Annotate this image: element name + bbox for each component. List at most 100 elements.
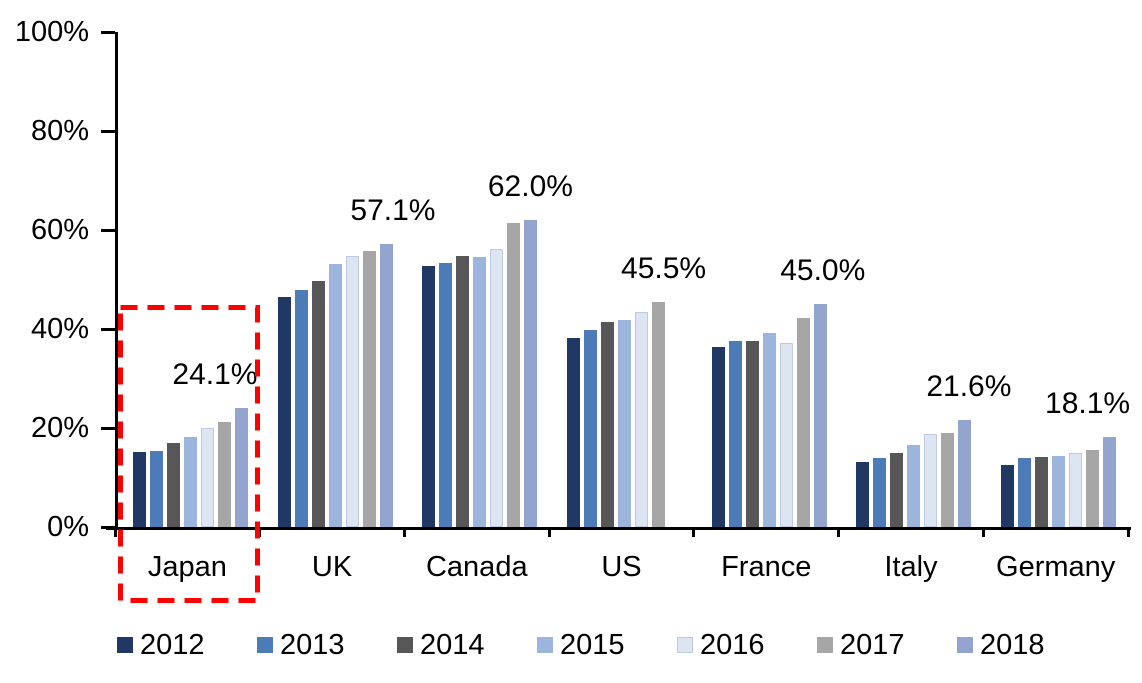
bar-germany-2014: [1035, 456, 1049, 527]
bar-group-us: 45.5%: [552, 32, 706, 527]
data-label-uk: 57.1%: [350, 194, 436, 228]
x-axis-tick: [402, 527, 406, 537]
y-axis-tick: [101, 130, 115, 133]
legend-label-2012: 2012: [140, 629, 205, 661]
bar-italy-2018: [958, 420, 972, 527]
y-axis-tick: [101, 427, 115, 430]
bar-canada-2015: [473, 257, 487, 527]
y-axis-tick-label: 100%: [14, 16, 89, 48]
bar-france-2016: [779, 342, 793, 527]
legend-marker-2016: [677, 637, 693, 653]
bar-italy-2012: [856, 461, 870, 527]
bar-canada-2016: [490, 249, 504, 527]
bar-japan-2014: [166, 443, 180, 527]
bar-canada-2018: [524, 220, 538, 527]
bar-us-2013: [583, 329, 597, 527]
y-axis-tick-label: 80%: [30, 115, 89, 147]
bar-japan-2018: [234, 407, 248, 527]
x-axis-tick: [113, 527, 117, 537]
bar-germany-2013: [1018, 458, 1032, 527]
category-label-japan: Japan: [147, 551, 227, 583]
data-label-us: 45.5%: [621, 251, 707, 285]
bar-group-japan: 24.1%: [118, 32, 263, 527]
x-axis-tick: [258, 527, 262, 537]
bar-us-2016: [634, 312, 648, 527]
bar-france-2014: [745, 341, 759, 527]
bar-uk-2015: [328, 263, 342, 527]
y-axis-tick: [101, 31, 115, 34]
legend: 2012 2013 2014 2015 2016 2017 2018: [117, 630, 1097, 660]
legend-marker-2014: [397, 637, 413, 653]
bar-uk-2017: [362, 251, 376, 527]
y-axis-tick-label: 60%: [30, 214, 89, 246]
category-label-germany: Germany: [996, 551, 1116, 583]
bar-uk-2014: [311, 280, 325, 527]
bar-france-2013: [728, 340, 742, 527]
legend-item-2014: 2014: [397, 630, 537, 660]
y-axis-tick: [101, 328, 115, 331]
data-label-france: 45.0%: [780, 254, 866, 288]
bar-italy-2017: [941, 433, 955, 527]
legend-label-2017: 2017: [840, 629, 905, 661]
y-axis-tick: [101, 229, 115, 232]
legend-label-2016: 2016: [700, 629, 765, 661]
bar-canada-2017: [507, 222, 521, 527]
x-axis-tick: [837, 527, 841, 537]
category-label-uk: UK: [311, 551, 353, 583]
legend-item-2017: 2017: [817, 630, 957, 660]
legend-marker-2015: [537, 637, 553, 653]
legend-label-2018: 2018: [980, 629, 1045, 661]
bar-germany-2012: [1001, 465, 1015, 527]
bar-germany-2015: [1052, 455, 1066, 527]
bar-us-2012: [566, 337, 580, 527]
bar-france-2018: [813, 304, 827, 527]
legend-item-2018: 2018: [957, 630, 1097, 660]
x-axis-tick: [547, 527, 551, 537]
category-label-italy: Italy: [884, 551, 938, 583]
legend-item-2012: 2012: [117, 630, 257, 660]
data-label-canada: 62.0%: [487, 170, 573, 204]
bar-japan-2013: [149, 451, 163, 527]
bar-group-germany: 18.1%: [986, 32, 1131, 527]
bar-group-italy: 21.6%: [842, 32, 1011, 527]
bar-france-2012: [711, 346, 725, 527]
y-axis-tick-label: 20%: [30, 412, 89, 444]
bar-group-france: 45.0%: [697, 32, 865, 527]
bar-us-2014: [600, 322, 614, 527]
bar-group-uk: 57.1%: [263, 32, 435, 527]
bar-group-canada: 62.0%: [407, 32, 573, 527]
legend-label-2015: 2015: [560, 629, 625, 661]
legend-marker-2012: [117, 637, 133, 653]
category-label-france: France: [721, 551, 812, 583]
bar-germany-2016: [1069, 452, 1083, 527]
bar-us-2017: [651, 301, 665, 527]
x-axis-tick: [692, 527, 696, 537]
bar-uk-2013: [294, 290, 308, 527]
bar-uk-2012: [277, 297, 291, 527]
data-label-japan: 24.1%: [172, 357, 258, 391]
legend-item-2015: 2015: [537, 630, 677, 660]
x-axis-tick: [1126, 527, 1130, 537]
bar-canada-2014: [456, 256, 470, 527]
legend-marker-2017: [817, 637, 833, 653]
bar-france-2015: [762, 333, 776, 527]
data-label-italy: 21.6%: [926, 370, 1012, 404]
data-label-germany: 18.1%: [1045, 387, 1131, 421]
legend-label-2014: 2014: [420, 629, 485, 661]
legend-marker-2018: [957, 637, 973, 653]
bar-italy-2014: [890, 452, 904, 527]
bar-france-2017: [796, 318, 810, 527]
bar-japan-2012: [132, 452, 146, 527]
bar-canada-2012: [422, 265, 436, 527]
bar-italy-2016: [924, 433, 938, 527]
bar-canada-2013: [439, 263, 453, 527]
bar-japan-2017: [217, 421, 231, 527]
legend-item-2013: 2013: [257, 630, 397, 660]
bar-italy-2015: [907, 444, 921, 527]
legend-label-2013: 2013: [280, 629, 345, 661]
legend-item-2016: 2016: [677, 630, 817, 660]
y-axis-tick-label: 0%: [47, 511, 89, 543]
bar-uk-2016: [345, 256, 359, 527]
bar-japan-2016: [200, 428, 214, 527]
